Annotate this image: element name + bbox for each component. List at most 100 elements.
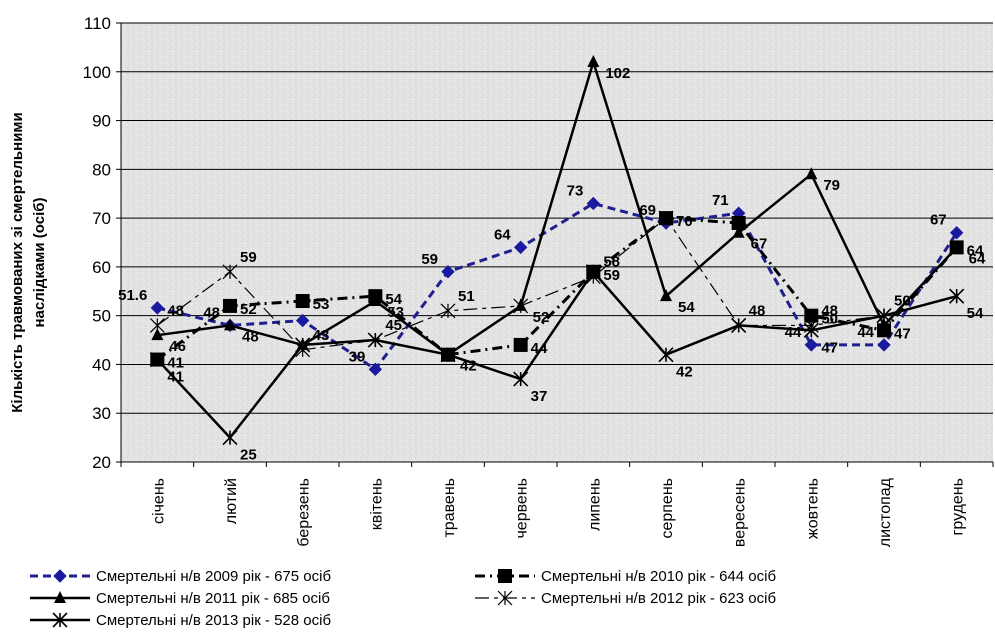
- data-label: 37: [531, 388, 548, 405]
- legend: Смертельні н/в 2009 рік - 675 осіб Смерте…: [30, 568, 776, 629]
- y-axis-label: Кількість травмованих зі смертельними: [9, 112, 26, 413]
- data-label: 42: [460, 358, 477, 375]
- data-point: [878, 318, 890, 331]
- x-tick-label: квітень: [368, 478, 385, 530]
- data-label: 42: [676, 364, 693, 381]
- legend-label: Смертельні н/в 2009 рік - 675 осіб: [96, 568, 331, 585]
- data-point: [149, 317, 165, 333]
- x-tick-label: січень: [150, 478, 167, 524]
- data-point: [804, 338, 819, 352]
- data-label: 71: [712, 192, 729, 209]
- data-label: 43: [313, 327, 330, 344]
- data-label: 48: [749, 302, 766, 319]
- legend-marker: [498, 569, 512, 583]
- x-axis-ticks: січень лютий березень квітень травень червень…: [120, 462, 994, 547]
- data-point: [149, 352, 165, 368]
- data-label: 46: [169, 338, 186, 355]
- x-tick-label: липень: [586, 478, 603, 531]
- legend-item: Смертельні н/в 2011 рік - 685 осіб: [30, 590, 330, 607]
- data-point: [223, 298, 237, 313]
- x-tick-label: березень: [296, 478, 313, 547]
- data-label: 54: [385, 291, 402, 308]
- data-point: [660, 289, 672, 302]
- x-tick-label: травень: [441, 478, 458, 538]
- data-label: 64: [969, 250, 986, 267]
- data-label: 59: [421, 251, 438, 268]
- data-label: 79: [823, 177, 840, 194]
- data-label: 47: [821, 339, 838, 356]
- data-point: [440, 303, 456, 319]
- y-tick-label: 60: [92, 258, 111, 277]
- data-label: 52: [240, 301, 257, 318]
- data-label: 54: [678, 299, 695, 316]
- data-label: 67: [930, 212, 947, 229]
- data-label: 39: [349, 348, 366, 365]
- data-point: [731, 317, 747, 333]
- data-point: [805, 167, 818, 180]
- legend-marker: [54, 591, 66, 603]
- data-label: 51.6: [118, 287, 147, 304]
- data-label: 70: [676, 213, 693, 230]
- x-tick-label: жовтень: [804, 478, 821, 539]
- legend-item: Смертельні н/в 2009 рік - 675 осіб: [30, 568, 331, 585]
- y-axis-label: наслідками (осіб): [31, 197, 48, 327]
- data-label: 48: [167, 302, 184, 319]
- data-point: [877, 338, 891, 352]
- data-point: [440, 347, 456, 363]
- data-point: [513, 298, 529, 314]
- data-label: 44: [531, 340, 548, 357]
- data-label: 25: [240, 447, 257, 464]
- data-point: [950, 240, 963, 253]
- legend-label: Смертельні н/в 2012 рік - 623 осіб: [541, 590, 776, 607]
- data-label: 59: [240, 249, 257, 266]
- x-tick-label: вересень: [732, 478, 749, 547]
- data-point: [803, 322, 819, 338]
- data-label: 51: [458, 288, 475, 305]
- data-point: [295, 313, 310, 328]
- y-tick-label: 40: [92, 355, 111, 374]
- data-point: [513, 240, 528, 255]
- series-line: [157, 60, 958, 356]
- x-tick-label: листопад: [877, 477, 894, 547]
- y-tick-label: 70: [92, 209, 111, 228]
- data-label: 53: [387, 304, 404, 321]
- y-tick-label: 30: [92, 404, 111, 423]
- data-point: [151, 328, 164, 341]
- data-point: [441, 265, 455, 279]
- data-label: 64: [967, 242, 984, 259]
- data-label: 54: [967, 305, 984, 322]
- series-line: [156, 216, 958, 361]
- legend-item: Смертельні н/в 2012 рік - 623 осіб: [475, 590, 776, 607]
- data-label: 52: [533, 309, 550, 326]
- y-tick-label: 50: [92, 307, 111, 326]
- data-label: 44: [857, 324, 874, 341]
- data-label: 41: [167, 355, 184, 372]
- data-label: 58: [603, 254, 620, 271]
- data-label: 50: [821, 311, 838, 328]
- series-1: [150, 196, 964, 377]
- series-line: [156, 217, 957, 351]
- data-point: [658, 347, 674, 363]
- y-tick-label: 100: [83, 63, 111, 82]
- x-tick-label: серпень: [659, 478, 676, 539]
- y-axis-label-group: Кількість травмованих зі смертельними нас…: [9, 112, 48, 413]
- data-point: [513, 337, 528, 352]
- data-label: 48: [203, 304, 220, 321]
- data-label: 67: [751, 236, 768, 253]
- data-point: [949, 288, 965, 304]
- legend-item: Смертельні н/в 2013 рік - 528 осіб: [30, 612, 331, 629]
- data-label: 59: [603, 267, 620, 284]
- x-tick-label: лютий: [223, 478, 240, 524]
- data-point: [876, 308, 892, 324]
- data-point: [295, 294, 310, 309]
- data-point: [586, 196, 601, 211]
- data-point: [732, 225, 745, 238]
- series-line: [156, 201, 958, 371]
- y-tick-label: 20: [92, 453, 111, 472]
- data-label: 102: [605, 65, 630, 82]
- x-tick-label: грудень: [950, 478, 967, 535]
- data-point: [949, 226, 964, 240]
- data-point: [369, 294, 382, 307]
- plot-area: [121, 23, 993, 462]
